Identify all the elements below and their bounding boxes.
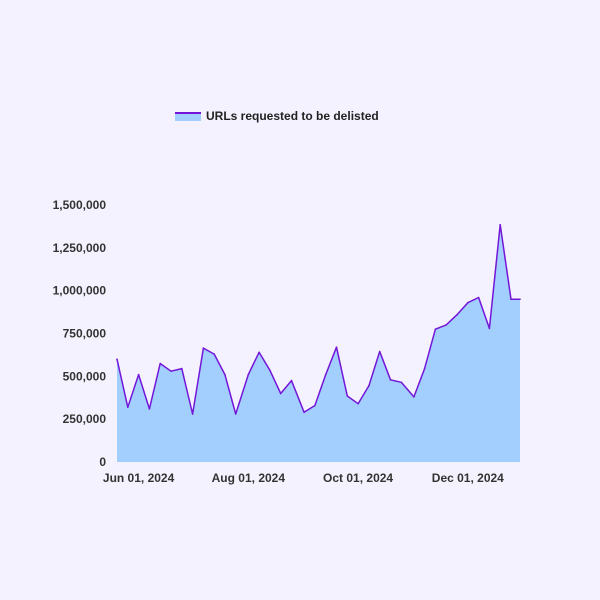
data-point: [181, 367, 183, 370]
x-tick-label: Oct 01, 2024: [323, 471, 393, 485]
data-point: [269, 369, 271, 372]
data-point: [224, 373, 226, 376]
data-point: [519, 298, 521, 301]
data-point: [258, 351, 260, 354]
legend: URLs requested to be delisted: [175, 109, 379, 123]
data-point: [499, 223, 502, 226]
data-point: [170, 370, 172, 373]
series-area: [117, 224, 520, 462]
data-point: [456, 313, 458, 316]
data-point: [368, 385, 370, 387]
data-point: [191, 413, 194, 415]
data-point: [116, 358, 118, 361]
data-point: [400, 381, 403, 384]
data-point: [488, 327, 491, 330]
data-point: [477, 296, 480, 299]
series-line: [116, 223, 520, 415]
data-point: [234, 413, 237, 415]
series-group: [116, 223, 521, 462]
y-tick-label: 1,250,000: [53, 241, 107, 255]
x-tick-label: Aug 01, 2024: [212, 471, 286, 485]
data-point: [324, 373, 327, 376]
y-tick-label: 1,000,000: [53, 284, 107, 298]
y-tick-label: 750,000: [63, 327, 107, 341]
data-point: [137, 373, 140, 376]
y-tick-label: 1,500,000: [53, 198, 107, 212]
data-point: [303, 411, 305, 414]
data-point: [290, 379, 293, 382]
data-point: [247, 373, 250, 376]
data-point: [445, 324, 448, 326]
data-point: [213, 353, 215, 355]
data-point: [434, 328, 437, 331]
y-tick-label: 0: [99, 455, 106, 469]
y-tick-label: 250,000: [63, 412, 107, 426]
data-point: [357, 402, 359, 405]
x-tick-label: Jun 01, 2024: [103, 471, 175, 485]
y-axis: 0 250,000 500,000 750,000 1,000,000 1,250,000…: [53, 198, 107, 469]
x-axis: Jun 01, 2024 Aug 01, 2024 Oct 01, 2024 Dec …: [103, 471, 504, 485]
data-point: [314, 404, 316, 407]
data-point: [202, 347, 205, 349]
x-tick-label: Dec 01, 2024: [432, 471, 504, 485]
data-point: [159, 362, 161, 365]
data-point: [467, 301, 469, 304]
data-point: [148, 408, 151, 410]
data-point: [423, 367, 426, 370]
y-tick-label: 500,000: [63, 369, 107, 383]
legend-label: URLs requested to be delisted: [206, 109, 379, 123]
data-point: [389, 379, 392, 381]
data-point: [279, 392, 282, 395]
data-point: [378, 350, 381, 353]
data-point: [510, 298, 512, 301]
legend-swatch: [175, 112, 201, 121]
data-point: [346, 395, 349, 397]
data-point: [413, 396, 415, 398]
data-point: [127, 406, 129, 409]
data-point: [335, 346, 338, 349]
